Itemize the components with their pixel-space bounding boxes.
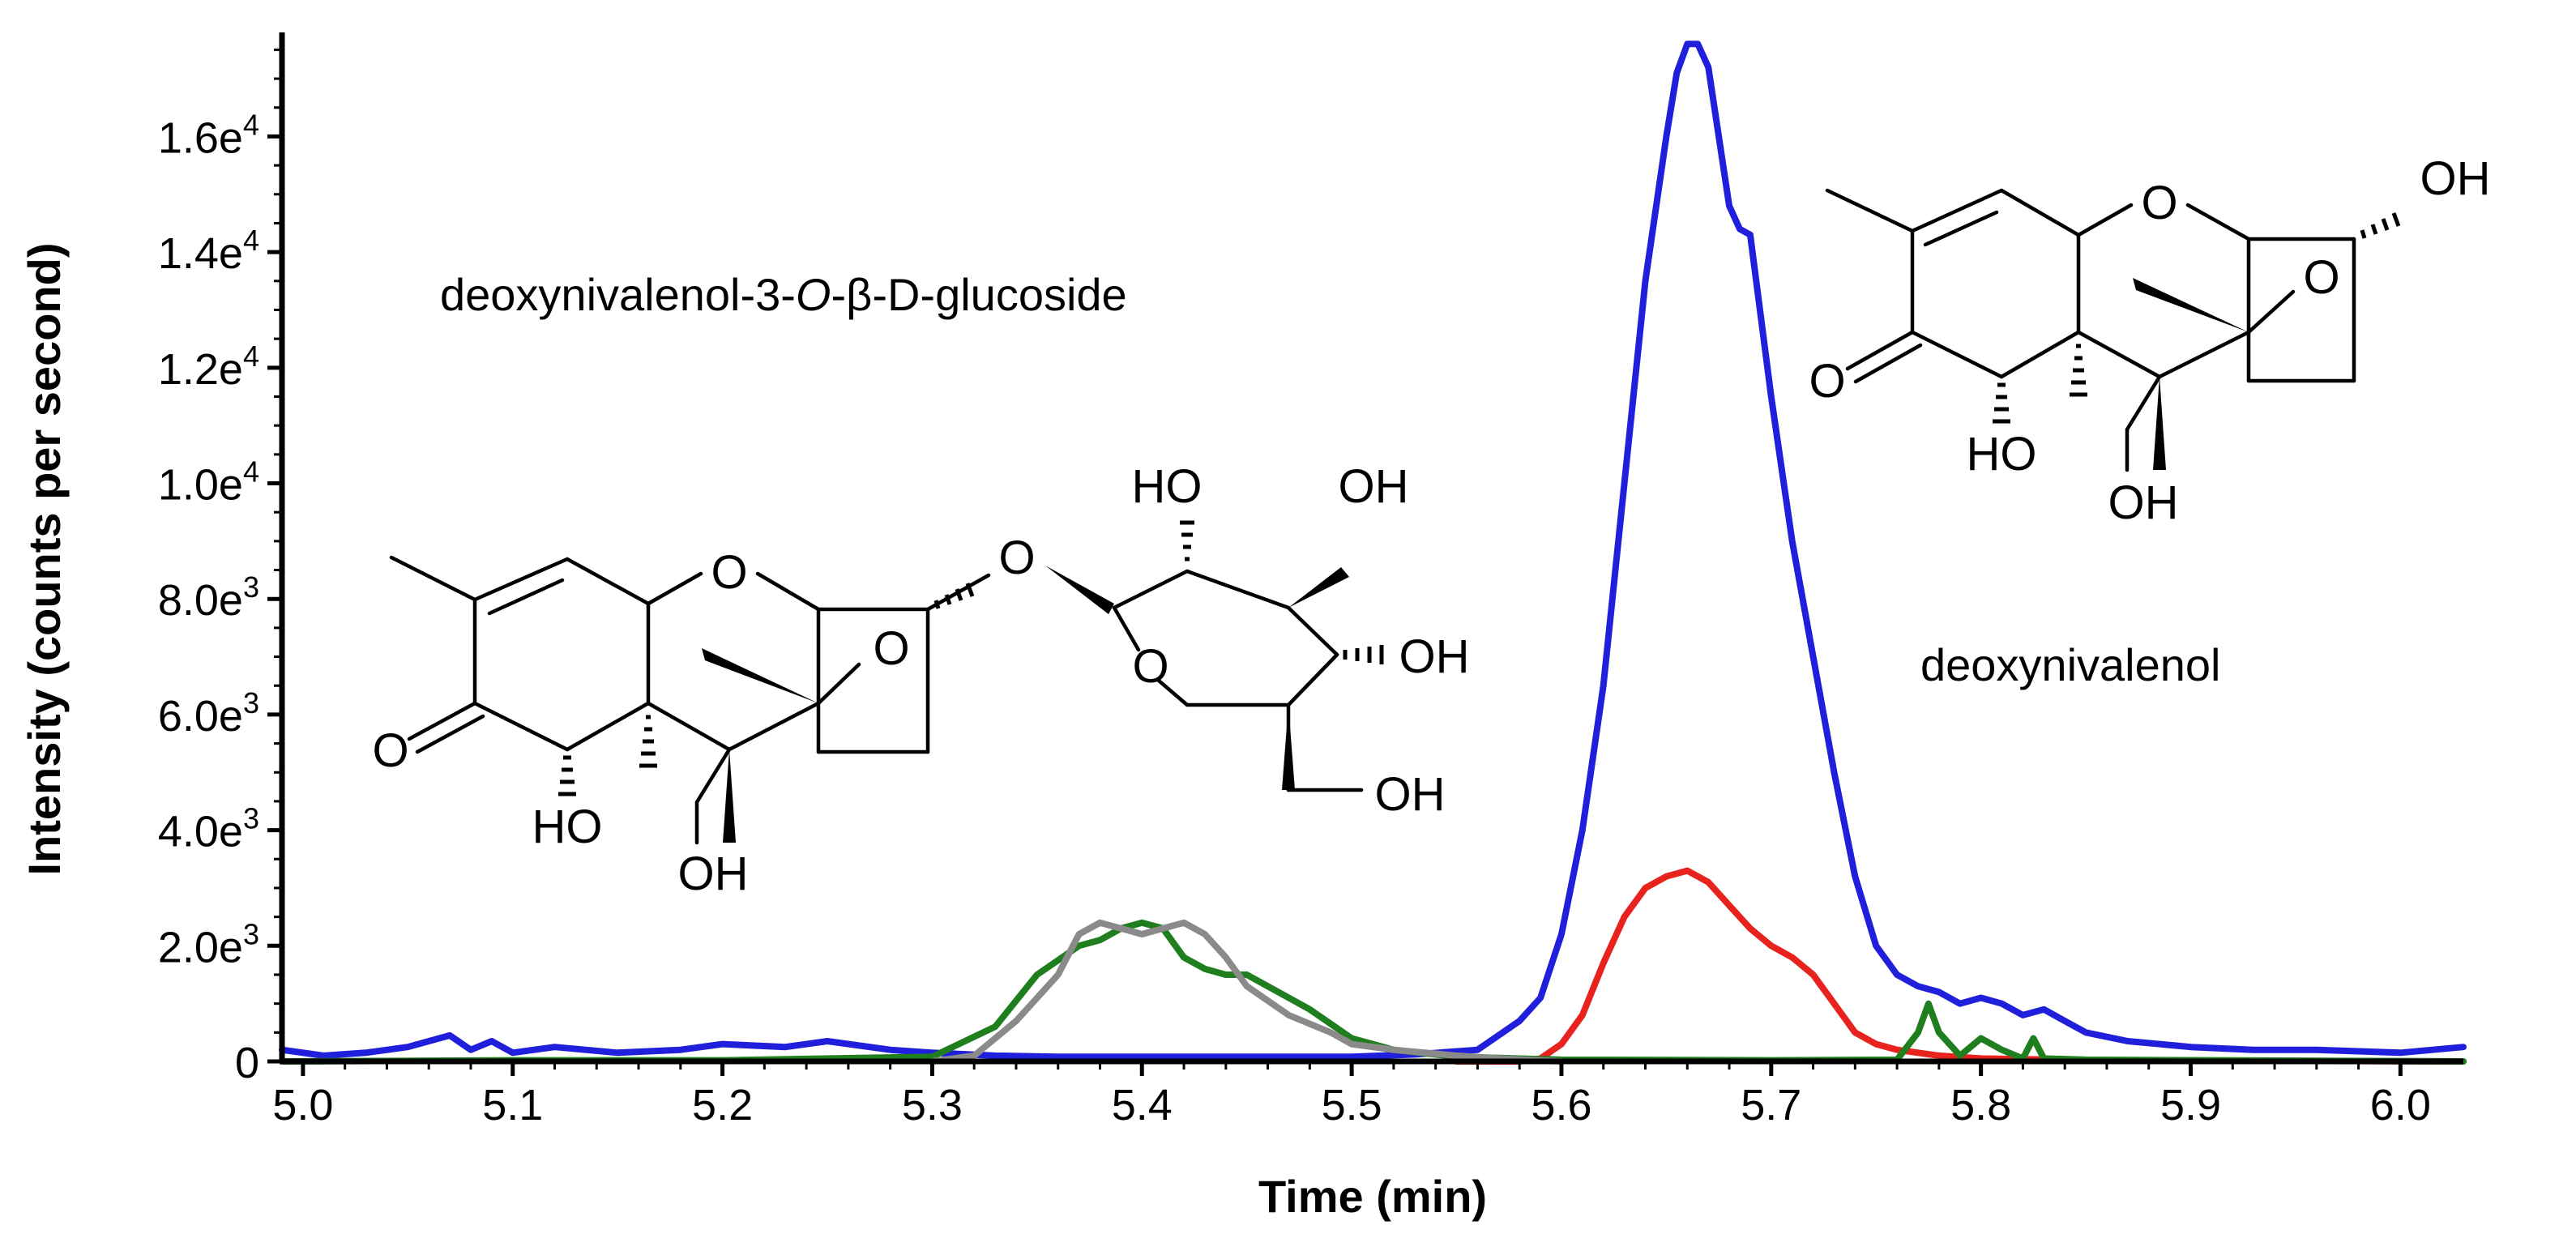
- x-tick-label-2: 5.2: [692, 1081, 753, 1129]
- annotation-don3g-part2: -β-D-glucoside: [831, 269, 1126, 320]
- annotation-don: deoxynivalenol: [1920, 639, 2220, 690]
- molecule-don-o-ring: O: [2141, 177, 2177, 229]
- molecule-don3g-o-sugar-ring: O: [1132, 640, 1168, 693]
- molecule-don3g-oh-sugar-mid: OH: [1399, 630, 1470, 683]
- molecule-don3g-ho-sugar-top: HO: [1132, 460, 1203, 513]
- x-tick-label-6: 5.6: [1531, 1081, 1591, 1129]
- molecule-don3g-hashes: [558, 520, 1384, 796]
- molecule-don3g-wedge-sugar-ch2: [1282, 705, 1295, 790]
- x-ticks: 5.0 5.1 5.2 5.3 5.4 5.5 5.6 5.7 5.8 5.9 6.0: [272, 1061, 2431, 1129]
- molecule-don3g-o-epoxide: O: [873, 622, 909, 675]
- molecule-don3g-wedge-glyco: [1045, 566, 1114, 614]
- molecule-don-ketone: O: [1809, 355, 1845, 408]
- y-tick-label-3: 6.0e3: [158, 686, 259, 741]
- molecule-don3g-ho-c7: HO: [532, 801, 603, 853]
- y-tick-label-7: 1.4e4: [158, 224, 259, 278]
- x-tick-label-9: 5.9: [2160, 1081, 2221, 1129]
- molecule-don-bonds: [1825, 188, 2356, 472]
- x-tick-label-7: 5.7: [1741, 1081, 1801, 1129]
- x-tick-label-8: 5.8: [1950, 1081, 2011, 1129]
- x-tick-label-0: 5.0: [272, 1081, 333, 1129]
- molecule-don3g-o-ring: O: [711, 546, 747, 599]
- molecule-don3g-oh-sugar-top-right: OH: [1339, 460, 1409, 513]
- molecule-don-o-epoxide: O: [2303, 251, 2339, 304]
- molecule-don3g-ketone: O: [372, 724, 408, 777]
- y-tick-label-6: 1.2e4: [158, 339, 259, 394]
- molecule-don-hashes: [1993, 212, 2401, 424]
- molecule-don3g-oh-sugar-ch2: OH: [1375, 768, 1446, 821]
- y-tick-label-2: 4.0e3: [158, 802, 259, 856]
- molecule-don3g-wedge-c15: [723, 749, 736, 843]
- molecule-don3g-bonds: [389, 555, 1364, 845]
- molecule-don-wedge-c15: [2153, 377, 2166, 470]
- molecule-don-ho-c7: HO: [1967, 428, 2037, 480]
- molecule-don3g-wedge-sugar: [1288, 567, 1349, 608]
- series-line-0: [279, 41, 2467, 1061]
- molecule-don3g-oh-c15: OH: [678, 848, 749, 900]
- x-tick-label-1: 5.1: [482, 1081, 543, 1129]
- y-tick-label-1: 2.0e3: [158, 917, 259, 971]
- annotation-don3g-part1: deoxynivalenol-3-: [440, 269, 796, 320]
- annotation-don3g-italic-o: O: [796, 269, 831, 320]
- y-tick-label-5: 1.0e4: [158, 455, 259, 510]
- molecule-don3g: O O O O O HO OH HO OH OH OH: [372, 460, 1469, 900]
- x-tick-label-5: 5.5: [1322, 1081, 1382, 1129]
- y-tick-label-0: 0: [235, 1039, 259, 1087]
- series-line-2: [279, 919, 2467, 1065]
- annotation-don3g: deoxynivalenol-3-O-β-D-glucoside: [440, 269, 1127, 320]
- y-tick-label-4: 8.0e3: [158, 570, 259, 625]
- molecule-don: O O OH O HO OH: [1809, 152, 2490, 529]
- molecule-don3g-o-glyco: O: [998, 532, 1035, 584]
- x-tick-label-10: 6.0: [2370, 1081, 2431, 1129]
- series-line-3: [929, 919, 1565, 1065]
- molecule-don-wedge-epoxide: [2133, 278, 2249, 332]
- molecule-don3g-wedge-epoxide: [702, 648, 818, 703]
- axes: 5.0 5.1 5.2 5.3 5.4 5.5 5.6 5.7 5.8 5.9 6.0 0 2.0e3…: [158, 32, 2463, 1129]
- molecule-don-oh-c15: OH: [2108, 476, 2179, 529]
- x-tick-label-3: 5.3: [902, 1081, 963, 1129]
- x-axis-title: Time (min): [1258, 1171, 1487, 1222]
- series-line-1: [1453, 867, 2467, 1065]
- y-tick-label-8: 1.6e4: [158, 108, 259, 162]
- x-tick-label-4: 5.4: [1112, 1081, 1173, 1129]
- molecule-don-oh-c3: OH: [2420, 152, 2491, 205]
- series-layer: [279, 41, 2467, 1065]
- y-ticks: 0 2.0e3 4.0e3 6.0e3 8.0e3 1.0e4 1.2e4 1.4e4 1.6e…: [158, 48, 282, 1087]
- y-axis-title: Intensity (counts per second): [19, 243, 70, 876]
